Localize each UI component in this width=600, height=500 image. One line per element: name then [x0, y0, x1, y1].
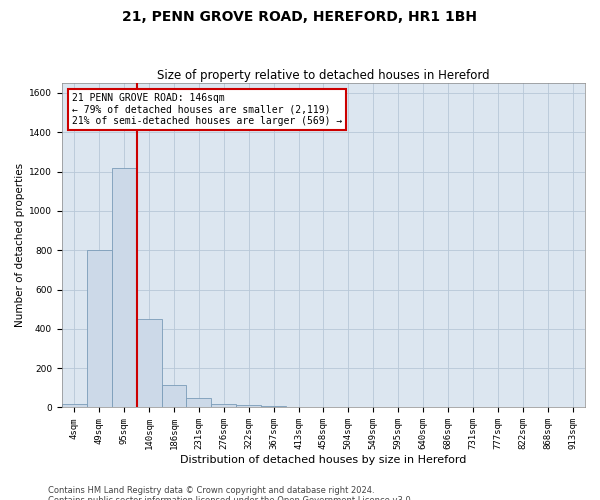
Bar: [187, 398, 211, 407]
X-axis label: Distribution of detached houses by size in Hereford: Distribution of detached houses by size …: [180, 455, 467, 465]
Bar: [62, 404, 87, 407]
Bar: [236, 405, 261, 407]
Bar: [137, 319, 161, 408]
Bar: [161, 385, 187, 407]
Bar: [261, 406, 286, 408]
Title: Size of property relative to detached houses in Hereford: Size of property relative to detached ho…: [157, 69, 490, 82]
Y-axis label: Number of detached properties: Number of detached properties: [15, 164, 25, 328]
Bar: [87, 250, 112, 408]
Bar: [112, 168, 137, 408]
Text: 21, PENN GROVE ROAD, HEREFORD, HR1 1BH: 21, PENN GROVE ROAD, HEREFORD, HR1 1BH: [122, 10, 478, 24]
Text: Contains HM Land Registry data © Crown copyright and database right 2024.: Contains HM Land Registry data © Crown c…: [48, 486, 374, 495]
Text: Contains public sector information licensed under the Open Government Licence v3: Contains public sector information licen…: [48, 496, 413, 500]
Text: 21 PENN GROVE ROAD: 146sqm
← 79% of detached houses are smaller (2,119)
21% of s: 21 PENN GROVE ROAD: 146sqm ← 79% of deta…: [73, 93, 343, 126]
Bar: [211, 404, 236, 407]
